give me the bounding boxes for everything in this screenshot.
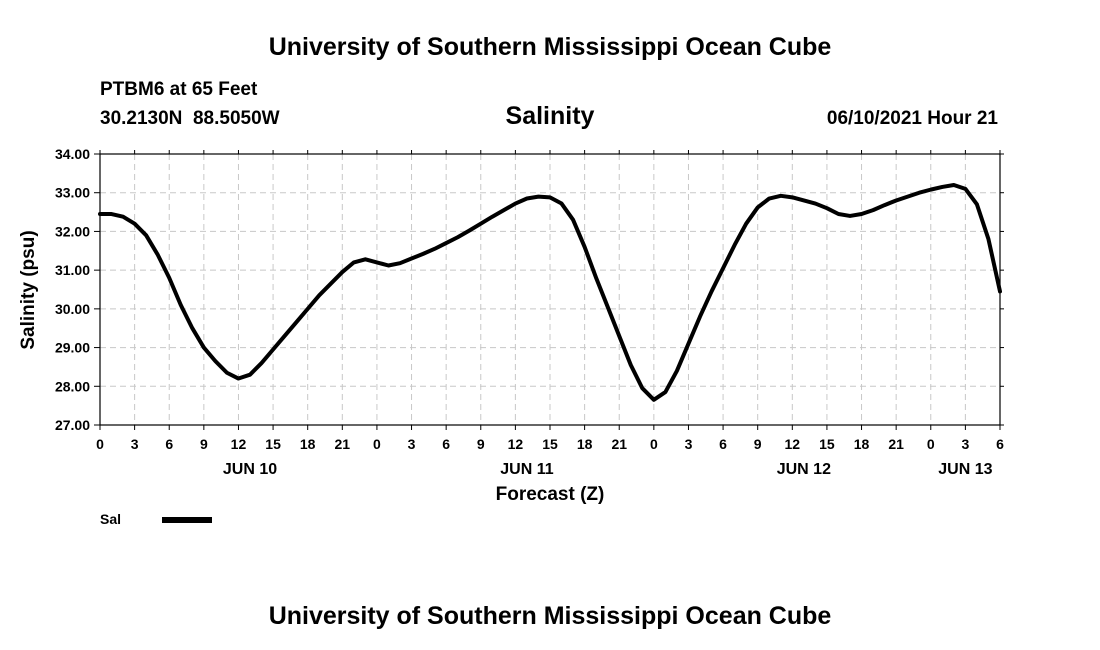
x-tick-label: 18 (577, 436, 593, 452)
x-tick-label: 6 (165, 436, 173, 452)
x-tick-label: 3 (131, 436, 139, 452)
date-label: JUN 10 (223, 461, 277, 478)
x-tick-label: 3 (685, 436, 693, 452)
station-label: PTBM6 at 65 Feet (100, 79, 258, 100)
x-tick-label: 18 (854, 436, 870, 452)
x-tick-label: 15 (542, 436, 558, 452)
x-tick-label: 18 (300, 436, 316, 452)
x-tick-label: 6 (442, 436, 450, 452)
x-tick-label: 15 (819, 436, 835, 452)
x-tick-label: 3 (961, 436, 969, 452)
date-label: JUN 13 (938, 461, 992, 478)
x-tick-label: 6 (719, 436, 727, 452)
y-tick-label: 32.00 (55, 223, 90, 239)
x-tick-label: 9 (477, 436, 485, 452)
grid-layer (100, 154, 1000, 425)
footer-title: University of Southern Mississippi Ocean… (269, 602, 832, 630)
x-tick-label: 3 (408, 436, 416, 452)
y-tick-label: 34.00 (55, 146, 90, 162)
chart-title: Salinity (506, 102, 595, 130)
x-tick-label: 0 (373, 436, 381, 452)
x-axis-label: Forecast (Z) (496, 484, 605, 505)
y-tick-label: 30.00 (55, 301, 90, 317)
y-tick-label: 29.00 (55, 340, 90, 356)
x-tick-label: 9 (200, 436, 208, 452)
x-tick-label: 21 (888, 436, 904, 452)
x-tick-label: 21 (335, 436, 351, 452)
x-tick-label: 12 (785, 436, 801, 452)
x-tick-label: 12 (231, 436, 247, 452)
y-tick-label: 33.00 (55, 185, 90, 201)
date-label: JUN 12 (777, 461, 831, 478)
x-tick-label: 0 (96, 436, 104, 452)
x-tick-label: 21 (611, 436, 627, 452)
y-tick-label: 31.00 (55, 262, 90, 278)
x-axis-ticks: 0 3 6 9 12 15 18 21 0 3 6 9 12 15 18 21 0 3 6 9 12 15 18 21 0 3 6 (96, 150, 1004, 452)
coordinates-label: 30.2130N 88.5050W (100, 108, 280, 129)
x-tick-label: 6 (996, 436, 1004, 452)
date-labels: JUN 10 JUN 11 JUN 12 JUN 13 (223, 461, 993, 478)
x-tick-label: 9 (754, 436, 762, 452)
x-tick-label: 0 (650, 436, 658, 452)
date-label: JUN 11 (500, 461, 553, 478)
timestamp-label: 06/10/2021 Hour 21 (827, 108, 999, 129)
page-title: University of Southern Mississippi Ocean… (269, 33, 832, 61)
x-tick-label: 0 (927, 436, 935, 452)
y-axis-label: Salinity (psu) (18, 230, 39, 349)
y-axis-ticks: 27.00 28.00 29.00 30.00 31.00 32.00 33.00 34.00 (55, 146, 1004, 433)
y-tick-label: 27.00 (55, 417, 90, 433)
x-tick-label: 12 (508, 436, 524, 452)
x-tick-label: 15 (265, 436, 281, 452)
legend-label: Sal (100, 511, 121, 527)
series-line-sal (98, 182, 1002, 402)
y-tick-label: 28.00 (55, 378, 90, 394)
